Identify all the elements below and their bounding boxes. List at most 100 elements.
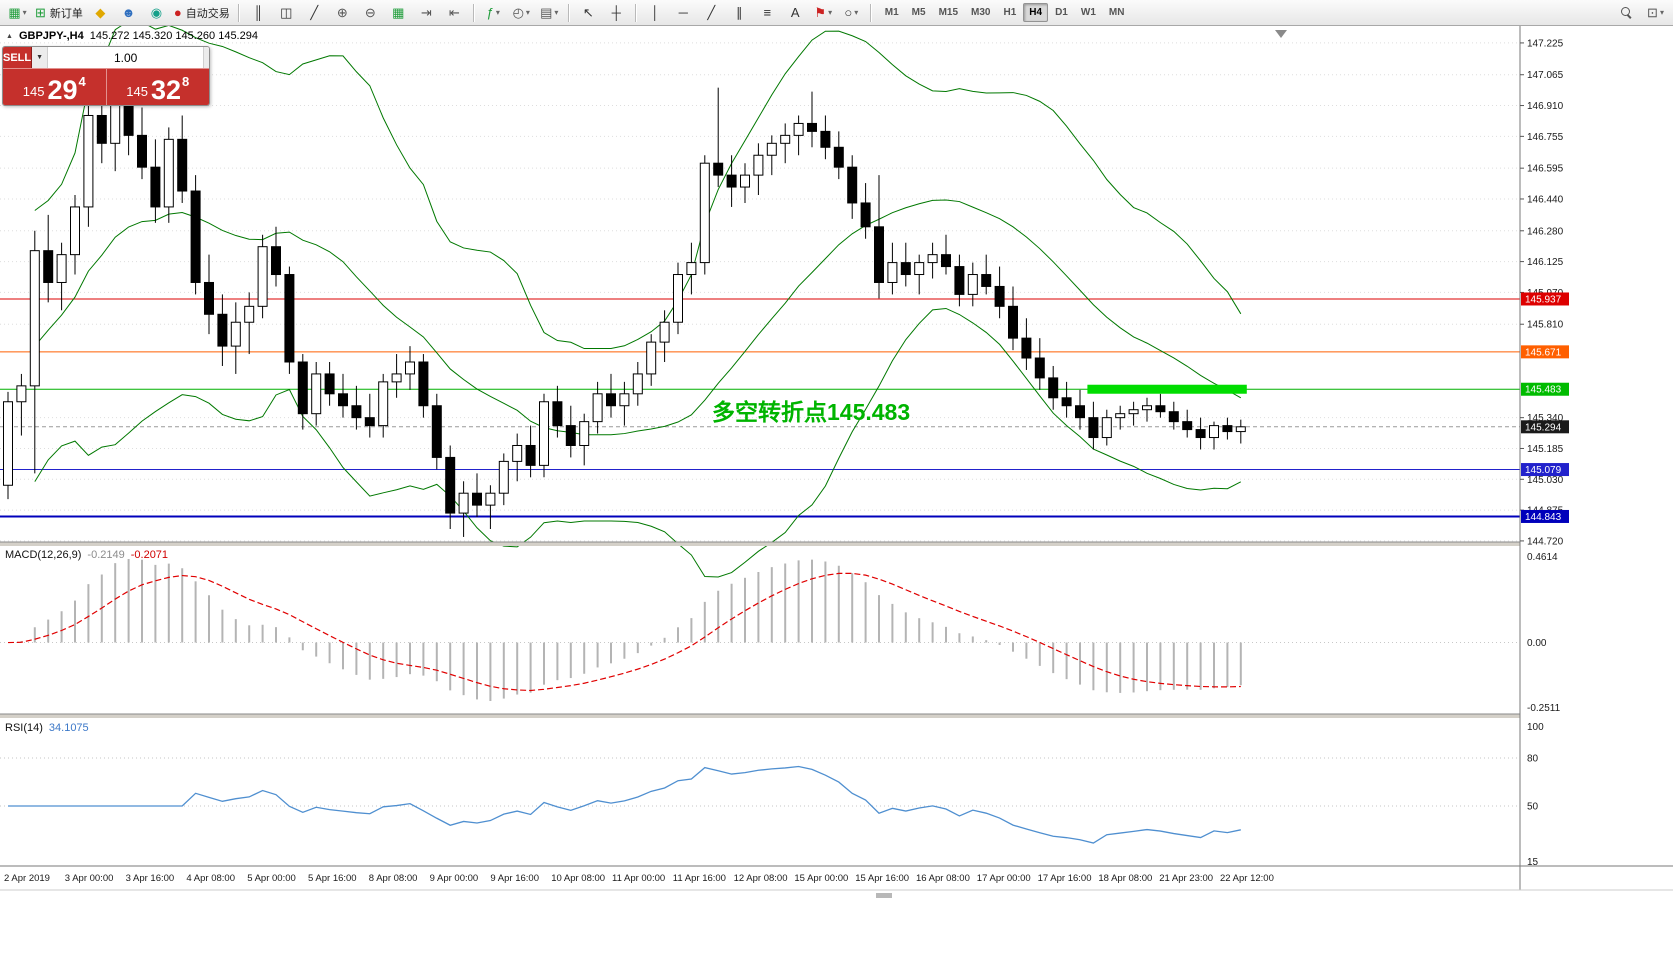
bid-price-pips: 29: [47, 75, 78, 106]
cursor-button[interactable]: ↖: [575, 2, 602, 23]
time-axis[interactable]: 2 Apr 2019 3 Apr 00:00 3 Apr 16:00 4 Apr 08…: [4, 873, 1274, 884]
tile-windows-button[interactable]: ▦: [385, 2, 412, 23]
toolbar-separator: [472, 3, 475, 22]
chevron-down-icon: ▾: [525, 8, 530, 17]
horizontal-line-icon: ─: [678, 5, 688, 20]
timeframe-H4[interactable]: H4: [1023, 3, 1049, 22]
layout-icon: ⊡: [1647, 5, 1658, 20]
timeframe-W1[interactable]: W1: [1080, 7, 1096, 18]
svg-text:4 Apr 08:00: 4 Apr 08:00: [186, 873, 235, 884]
svg-text:15: 15: [1527, 857, 1539, 868]
alerts-button[interactable]: ◉: [143, 2, 170, 23]
bid-price-point: 4: [78, 74, 86, 89]
bar-chart-icon: ║: [253, 5, 263, 20]
auto-scroll-button[interactable]: ⇥: [413, 2, 440, 23]
vertical-line-button[interactable]: │: [642, 2, 669, 23]
svg-text:145.810: 145.810: [1527, 320, 1564, 331]
buy-price-button[interactable]: 145 32 8: [107, 69, 210, 105]
volume-down-button[interactable]: ▼: [32, 47, 49, 68]
bar-chart-button[interactable]: ║: [245, 2, 272, 23]
autotrade-button[interactable]: ● 自动交易: [171, 2, 233, 23]
macd-signal-line: [7, 572, 1241, 692]
channel-icon: ∥: [736, 5, 743, 20]
svg-text:146.280: 146.280: [1527, 226, 1564, 237]
trendline-button[interactable]: ╱: [698, 2, 725, 23]
timeframe-H1[interactable]: H1: [1003, 7, 1017, 18]
price-axis-badges: 145.937 145.671 145.483 145.294 145.079 144.8…: [1521, 292, 1569, 523]
sell-price-button[interactable]: 145 29 4: [3, 69, 107, 105]
search-button[interactable]: [1613, 2, 1640, 23]
zoom-in-button[interactable]: ⊕: [329, 2, 356, 23]
volume-up-button[interactable]: ▲: [203, 47, 209, 68]
svg-text:5 Apr 00:00: 5 Apr 00:00: [247, 873, 296, 884]
auto-scroll-icon: ⇥: [420, 5, 432, 20]
fibonacci-icon: ≡: [763, 5, 772, 20]
timeframe-MN[interactable]: MN: [1108, 7, 1125, 18]
new-order-icon: ⊞: [35, 5, 46, 20]
chart-shift-icon: ⇤: [448, 5, 460, 20]
ask-price-prefix: 145: [126, 84, 148, 99]
timeframe-M1[interactable]: M1: [884, 7, 899, 18]
autotrade-label: 自动交易: [185, 7, 230, 20]
candles-layer: [3, 73, 1246, 537]
svg-text:145.970: 145.970: [1527, 288, 1564, 299]
shapes-tool-button[interactable]: ○ ▾: [838, 2, 865, 23]
candlestick-icon: ◫: [280, 5, 293, 20]
timeframe-M15[interactable]: M15: [938, 7, 959, 18]
chevron-down-icon: ▾: [1659, 8, 1664, 17]
svg-text:146.755: 146.755: [1527, 132, 1564, 143]
text-tool-icon: A: [790, 5, 800, 20]
community-button[interactable]: ☻: [115, 2, 142, 23]
new-chart-button[interactable]: ▦ ▾: [4, 2, 31, 23]
zoom-out-button[interactable]: ⊖: [357, 2, 384, 23]
line-chart-button[interactable]: ╱: [301, 2, 328, 23]
periods-button[interactable]: ◴ ▾: [508, 2, 535, 23]
autotrade-icon: ●: [173, 5, 182, 20]
indicators-button[interactable]: ƒ ▾: [480, 2, 507, 23]
horizontal-line-button[interactable]: ─: [670, 2, 697, 23]
chevron-down-icon: ▾: [854, 8, 859, 17]
arrows-tool-button[interactable]: ⚑ ▾: [810, 2, 837, 23]
templates-button[interactable]: ▤ ▾: [536, 2, 563, 23]
svg-text:80: 80: [1527, 754, 1539, 765]
svg-text:0.4614: 0.4614: [1527, 552, 1558, 563]
sell-button[interactable]: SELL: [3, 51, 32, 64]
chart-shift-button[interactable]: ⇤: [441, 2, 468, 23]
ohlc-values: 145.272 145.320 145.260 145.294: [89, 30, 258, 42]
tile-windows-icon: ▦: [392, 5, 405, 20]
toolbar-separator: [567, 3, 570, 22]
svg-text:145.079: 145.079: [1525, 465, 1562, 476]
new-order-label: 新订单: [49, 7, 83, 20]
channel-button[interactable]: ∥: [726, 2, 753, 23]
svg-text:5 Apr 16:00: 5 Apr 16:00: [308, 873, 357, 884]
pane-separator[interactable]: [0, 714, 1673, 718]
svg-text:15 Apr 00:00: 15 Apr 00:00: [794, 873, 848, 884]
svg-text:3 Apr 00:00: 3 Apr 00:00: [65, 873, 114, 884]
new-order-button[interactable]: ⊞ 新订单: [32, 2, 86, 23]
candlestick-button[interactable]: ◫: [273, 2, 300, 23]
svg-text:146.910: 146.910: [1527, 101, 1564, 112]
bollinger-bands: [34, 20, 1242, 578]
crosshair-icon: ┼: [611, 5, 621, 20]
crosshair-button[interactable]: ┼: [603, 2, 630, 23]
text-tool-button[interactable]: A: [782, 2, 809, 23]
price-grid: [0, 42, 1520, 542]
volume-input[interactable]: [48, 47, 204, 68]
main-toolbar: ▦ ▾ ⊞ 新订单 ◆ ☻ ◉ ● 自动交易 ║ ◫ ╱ ⊕ ⊖ ▦ ⇥ ⇤ ƒ…: [0, 0, 1673, 26]
timeframe-M5[interactable]: M5: [911, 7, 926, 18]
ask-price-pips: 32: [150, 75, 181, 106]
svg-text:18 Apr 08:00: 18 Apr 08:00: [1098, 873, 1152, 884]
layout-button[interactable]: ⊡ ▾: [1642, 2, 1669, 23]
pane-separator[interactable]: [0, 542, 1673, 546]
toolbar-separator: [869, 3, 872, 22]
svg-text:144.720: 144.720: [1527, 536, 1564, 547]
timeframe-M30[interactable]: M30: [971, 7, 991, 18]
mql5-button[interactable]: ◆: [87, 2, 114, 23]
timeframe-D1[interactable]: D1: [1055, 7, 1068, 18]
collapse-icon[interactable]: ▲: [6, 32, 13, 40]
fibonacci-button[interactable]: ≡: [754, 2, 781, 23]
scrollbar-thumb[interactable]: [876, 893, 892, 898]
price-axis[interactable]: [1520, 26, 1673, 890]
